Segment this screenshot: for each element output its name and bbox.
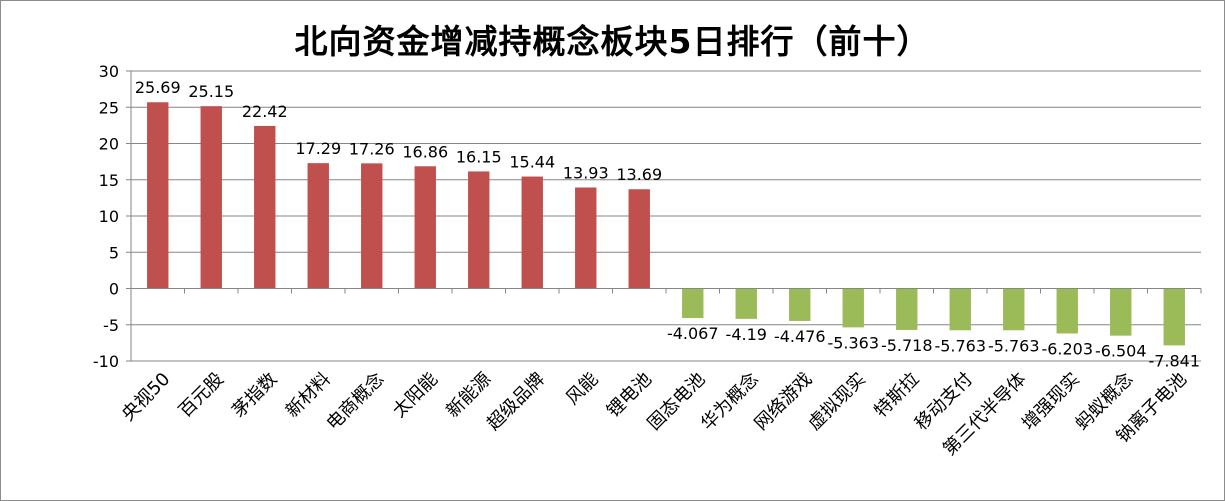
data-label: -5.363 (827, 333, 879, 352)
x-category-label: 茅指数 (228, 369, 281, 422)
data-label: -6.203 (1041, 339, 1093, 358)
bar (896, 288, 918, 330)
bar (682, 288, 704, 318)
data-label: -5.763 (988, 336, 1040, 355)
bar (735, 288, 757, 319)
x-category-label: 新材料 (282, 369, 335, 422)
bar (949, 288, 971, 331)
bar (361, 163, 383, 289)
x-category-label: 新能源 (442, 369, 495, 422)
y-tick-label: 0 (109, 280, 119, 299)
x-category-label: 虚拟现实 (804, 369, 870, 435)
bar (1110, 288, 1132, 336)
y-tick-label: 20 (99, 135, 119, 154)
y-tick-label: -10 (93, 352, 119, 371)
data-label: -6.504 (1095, 342, 1147, 361)
y-tick-label: 10 (99, 207, 119, 226)
data-label: -5.763 (934, 336, 986, 355)
x-category-label: 百元股 (175, 369, 228, 422)
data-label: 13.93 (563, 164, 609, 183)
x-category-label: 央视50 (118, 369, 175, 426)
x-category-label: 电商概念 (322, 368, 388, 434)
data-label: 25.69 (135, 78, 181, 97)
data-label: 15.44 (509, 153, 555, 172)
x-category-label: 超级品牌 (483, 369, 549, 435)
y-tick-label: 5 (109, 243, 119, 262)
chart-title: 北向资金增减持概念板块5日排行（前十） (294, 22, 931, 61)
bar (842, 288, 864, 328)
data-label: -4.19 (726, 325, 767, 344)
data-label: -7.841 (1148, 351, 1200, 370)
bar (1056, 288, 1078, 334)
y-tick-label: 30 (99, 62, 119, 81)
data-label: -5.718 (881, 336, 933, 355)
data-label: 17.26 (349, 139, 395, 158)
data-label: -4.067 (667, 324, 719, 343)
data-label: 16.15 (456, 147, 502, 166)
y-tick-label: -5 (103, 316, 119, 335)
bar (789, 288, 811, 321)
bar (575, 187, 597, 289)
bar (468, 171, 490, 289)
bar (1163, 288, 1185, 346)
data-label: 13.69 (616, 165, 662, 184)
data-label: -4.476 (774, 327, 826, 346)
bar (1003, 288, 1025, 331)
data-label: 16.86 (402, 142, 448, 161)
data-label: 22.42 (242, 102, 288, 121)
data-label: 17.29 (295, 139, 341, 158)
bar (147, 102, 169, 289)
x-category-label: 华为概念 (696, 368, 762, 434)
x-category-label: 网络游戏 (751, 369, 817, 435)
x-category-label: 固态电池 (644, 369, 710, 435)
x-category-label: 太阳能 (389, 369, 442, 422)
x-category-label: 特斯拉 (870, 369, 923, 422)
bar (414, 166, 436, 289)
bar (307, 163, 329, 289)
bar (521, 176, 543, 289)
x-category-label: 锂电池 (603, 369, 656, 422)
bar (628, 189, 650, 289)
y-tick-label: 15 (99, 171, 119, 190)
bar (200, 106, 222, 289)
y-tick-label: 25 (99, 98, 119, 117)
x-category-label: 增强现实 (1018, 369, 1084, 435)
bar (254, 125, 276, 289)
x-category-label: 风能 (562, 369, 602, 409)
data-label: 25.15 (188, 82, 234, 101)
